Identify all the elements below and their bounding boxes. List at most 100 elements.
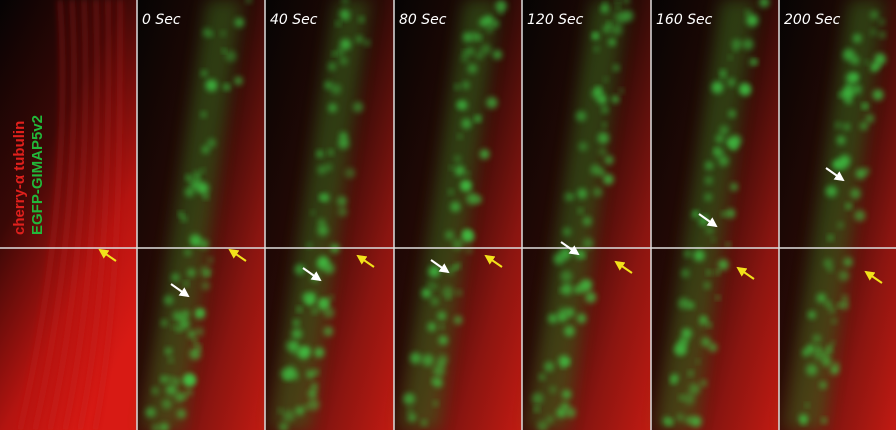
vesicle <box>689 383 700 394</box>
vesicle <box>171 273 179 281</box>
vesicle <box>166 384 177 395</box>
vesicle <box>854 210 865 221</box>
vesicle <box>422 354 434 366</box>
vesicle <box>829 307 835 313</box>
vesicle <box>310 210 315 215</box>
vesicle <box>733 47 738 52</box>
vesicle <box>222 49 226 53</box>
vesicle <box>576 111 587 122</box>
vesicle <box>831 341 835 345</box>
vesicle <box>824 348 832 356</box>
vesicle <box>462 230 473 241</box>
vesicle <box>353 102 364 113</box>
vesicle <box>585 292 596 303</box>
vesicle <box>713 147 723 157</box>
vesicle <box>720 70 726 76</box>
vesicle <box>449 166 453 170</box>
vesicle <box>173 378 180 385</box>
time-label: 0 Sec <box>142 12 181 28</box>
vesicle <box>694 250 705 261</box>
vesicle <box>721 212 726 217</box>
vesicle <box>583 238 594 249</box>
vesicle <box>177 409 186 418</box>
vesicle <box>185 249 192 256</box>
vesicle <box>662 417 671 426</box>
vesicle <box>696 359 700 363</box>
vesicle <box>410 352 421 363</box>
vesicle <box>340 39 351 50</box>
vesicle <box>705 176 713 184</box>
vesicle <box>486 97 497 108</box>
vesicle <box>594 46 600 52</box>
vesicle <box>225 51 236 62</box>
vesicle <box>560 248 571 259</box>
vesicle <box>168 376 174 382</box>
vesicle <box>427 281 432 286</box>
vesicle <box>438 354 448 364</box>
vesicle <box>193 339 198 344</box>
vesicle <box>189 233 201 245</box>
vesicle <box>716 296 720 300</box>
vesicle <box>727 78 736 87</box>
vesicle <box>493 50 502 59</box>
vesicle <box>705 161 714 170</box>
vesicle <box>185 187 194 196</box>
vesicle <box>563 227 572 236</box>
vesicle <box>450 202 460 212</box>
vesicle <box>607 22 611 26</box>
vesicle <box>283 410 295 422</box>
vesicle <box>843 123 850 130</box>
vesicle <box>838 222 844 228</box>
vesicle <box>186 175 192 181</box>
vesicle <box>196 328 204 336</box>
vesicle <box>860 122 868 130</box>
vesicle <box>715 270 720 275</box>
vesicle <box>208 257 214 263</box>
vesicle <box>870 29 876 35</box>
vesicle <box>196 345 201 350</box>
vesicle <box>201 112 207 118</box>
vesicle <box>202 282 210 290</box>
vesicle <box>318 219 326 227</box>
vesicle <box>187 269 195 277</box>
vesicle <box>608 39 615 46</box>
vesicle <box>550 386 557 393</box>
vesicle <box>221 31 226 36</box>
panels: 0 Sec40 Sec80 Sec120 Sec160 Sec200 Sec <box>0 0 896 430</box>
vesicle <box>454 155 461 162</box>
time-label: 200 Sec <box>784 12 841 28</box>
vesicle <box>186 389 193 396</box>
stain-label: EGFP-GIMAP5v2 <box>29 115 46 235</box>
vesicle <box>681 328 691 338</box>
vesicle <box>297 307 302 312</box>
vesicle <box>851 73 859 81</box>
vesicle <box>706 226 715 235</box>
vesicle <box>558 312 567 321</box>
vesicle <box>616 4 620 8</box>
vesicle <box>161 376 168 383</box>
vesicle <box>313 369 319 375</box>
vesicle <box>311 383 318 390</box>
vesicle <box>324 81 332 89</box>
vesicle <box>312 308 318 314</box>
time-label: 80 Sec <box>399 12 447 28</box>
vesicle <box>168 357 173 362</box>
vesicle <box>719 125 729 135</box>
vesicle <box>579 142 588 151</box>
vesicle <box>183 374 195 386</box>
vesicle <box>745 10 751 16</box>
vesicle <box>292 329 302 339</box>
vesicle <box>597 95 607 105</box>
vesicle <box>162 399 172 409</box>
vesicle <box>825 301 831 307</box>
vesicle <box>808 311 816 319</box>
vesicle <box>688 302 695 309</box>
vesicle <box>546 416 554 424</box>
vesicle <box>462 81 470 89</box>
vesicle <box>293 320 300 327</box>
vesicle <box>285 366 296 377</box>
vesicle <box>566 308 575 317</box>
vesicle <box>454 316 463 325</box>
vesicle <box>364 40 370 46</box>
vesicle <box>564 326 574 336</box>
